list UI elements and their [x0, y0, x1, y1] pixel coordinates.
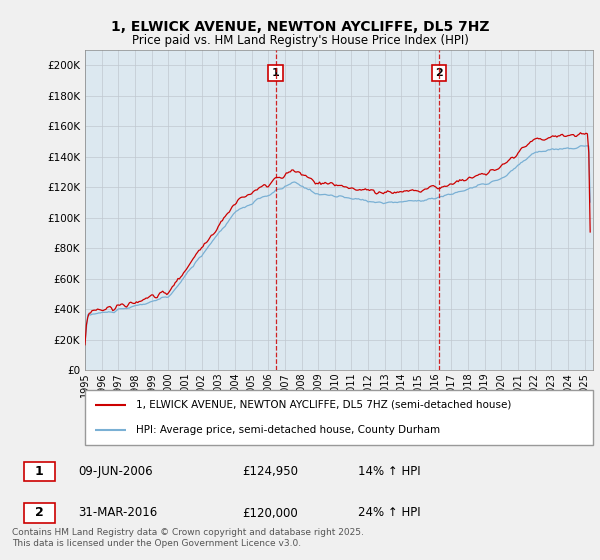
Text: 2: 2	[35, 506, 44, 520]
Text: 1: 1	[272, 68, 280, 78]
Text: HPI: Average price, semi-detached house, County Durham: HPI: Average price, semi-detached house,…	[136, 425, 440, 435]
Text: 1, ELWICK AVENUE, NEWTON AYCLIFFE, DL5 7HZ (semi-detached house): 1, ELWICK AVENUE, NEWTON AYCLIFFE, DL5 7…	[136, 400, 511, 410]
Text: 14% ↑ HPI: 14% ↑ HPI	[358, 465, 420, 478]
Text: 1: 1	[35, 465, 44, 478]
Text: £120,000: £120,000	[242, 506, 298, 520]
Text: Contains HM Land Registry data © Crown copyright and database right 2025.
This d: Contains HM Land Registry data © Crown c…	[12, 528, 364, 548]
FancyBboxPatch shape	[23, 503, 55, 522]
FancyBboxPatch shape	[23, 462, 55, 481]
Text: 1, ELWICK AVENUE, NEWTON AYCLIFFE, DL5 7HZ: 1, ELWICK AVENUE, NEWTON AYCLIFFE, DL5 7…	[111, 20, 489, 34]
Text: Price paid vs. HM Land Registry's House Price Index (HPI): Price paid vs. HM Land Registry's House …	[131, 34, 469, 46]
Text: £124,950: £124,950	[242, 465, 298, 478]
Text: 2: 2	[435, 68, 443, 78]
FancyBboxPatch shape	[85, 390, 593, 445]
Text: 31-MAR-2016: 31-MAR-2016	[78, 506, 157, 520]
Text: 24% ↑ HPI: 24% ↑ HPI	[358, 506, 420, 520]
Text: 09-JUN-2006: 09-JUN-2006	[78, 465, 153, 478]
